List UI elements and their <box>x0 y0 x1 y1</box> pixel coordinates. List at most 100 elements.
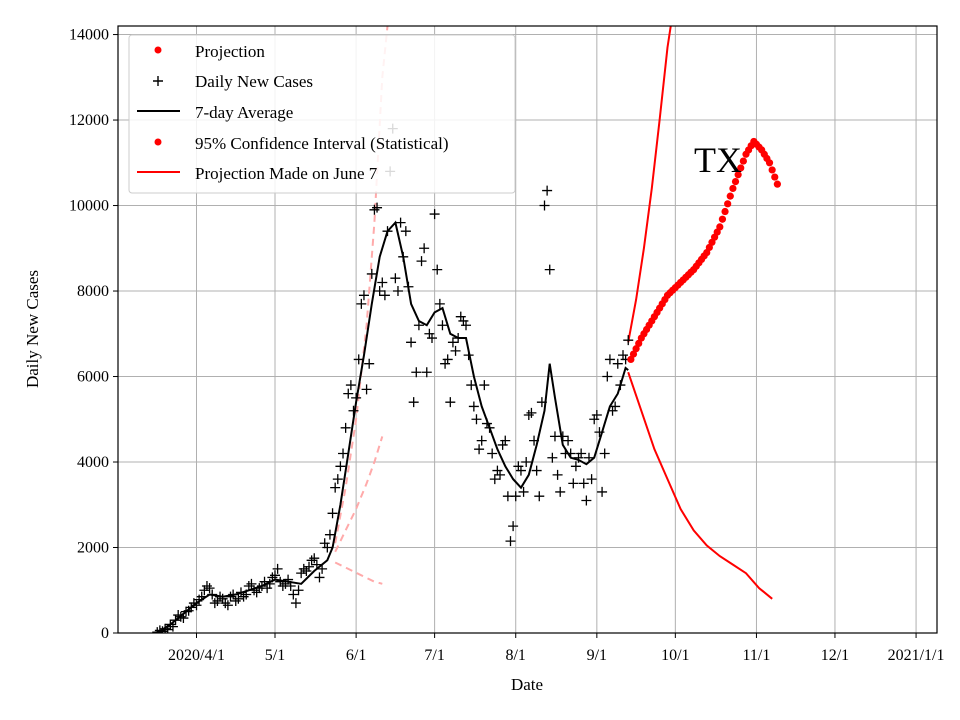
daily-case-point <box>301 566 312 577</box>
daily-case-point <box>403 281 414 292</box>
daily-case-point <box>181 606 192 617</box>
projection-point <box>726 192 734 200</box>
daily-case-point <box>466 380 477 391</box>
y-tick-label: 14000 <box>69 27 109 44</box>
daily-case-point <box>395 217 406 228</box>
daily-case-point <box>521 457 532 468</box>
legend-label-projection: Projection <box>195 42 265 61</box>
daily-case-point <box>434 298 445 309</box>
daily-case-point <box>225 591 236 602</box>
daily-case-point <box>390 273 401 284</box>
daily-case-point <box>508 521 519 532</box>
projection-point <box>734 171 742 179</box>
daily-case-point <box>539 200 550 211</box>
daily-case-point <box>400 226 411 237</box>
daily-case-point <box>589 414 600 425</box>
daily-case-point <box>372 202 383 213</box>
daily-case-point <box>317 563 328 574</box>
daily-case-point <box>505 536 516 547</box>
projection-point <box>739 157 747 165</box>
daily-case-point <box>222 600 233 611</box>
daily-case-point <box>421 367 432 378</box>
daily-case-point <box>280 578 291 589</box>
daily-case-point <box>267 572 278 583</box>
daily-case-point <box>513 461 524 472</box>
projection-point <box>771 173 779 181</box>
projection-point <box>773 180 781 188</box>
daily-case-point <box>217 593 228 604</box>
daily-case-point <box>382 226 393 237</box>
daily-case-point <box>275 576 286 587</box>
daily-case-point <box>408 397 419 408</box>
daily-case-point <box>489 474 500 485</box>
confidence-lower-line <box>627 371 773 600</box>
daily-case-point <box>429 209 440 220</box>
daily-case-point <box>570 461 581 472</box>
x-tick-label: 5/1 <box>265 647 285 664</box>
daily-case-point <box>555 486 566 497</box>
daily-case-point <box>154 625 165 633</box>
y-tick-label: 10000 <box>69 198 109 215</box>
x-tick-label: 2020/4/1 <box>168 647 225 664</box>
projection-point <box>737 164 745 172</box>
daily-case-point <box>324 529 335 540</box>
daily-case-point <box>398 251 409 262</box>
daily-case-point <box>463 350 474 361</box>
projection-point <box>718 215 727 223</box>
daily-case-point <box>497 439 508 450</box>
projection-point <box>632 345 640 353</box>
daily-case-point <box>440 358 451 369</box>
daily-case-point <box>529 435 540 446</box>
daily-case-point <box>474 444 485 455</box>
daily-case-point <box>455 311 466 322</box>
daily-case-point <box>424 328 435 339</box>
daily-case-point <box>348 405 359 416</box>
daily-case-point <box>379 290 390 301</box>
daily-case-point <box>597 486 608 497</box>
daily-case-point <box>594 427 605 438</box>
daily-case-point <box>366 268 377 279</box>
projection-point <box>635 339 643 347</box>
daily-case-point <box>173 610 184 621</box>
daily-case-point <box>536 397 547 408</box>
legend: Projection Daily New Cases 7-day Average… <box>128 34 516 194</box>
daily-case-point <box>450 345 461 356</box>
daily-case-point <box>230 595 241 606</box>
daily-case-point <box>526 407 537 418</box>
daily-case-point <box>411 367 422 378</box>
daily-case-point <box>264 578 275 589</box>
daily-case-point <box>523 409 534 420</box>
daily-case-point <box>343 388 354 399</box>
daily-case-point <box>461 320 472 331</box>
daily-case-point <box>492 465 503 476</box>
daily-case-point <box>246 578 257 589</box>
daily-case-point <box>272 563 283 574</box>
daily-case-point <box>288 589 299 600</box>
daily-case-point <box>327 508 338 519</box>
daily-case-point <box>432 264 443 275</box>
daily-case-point <box>581 495 592 506</box>
daily-case-point <box>157 626 168 633</box>
legend-label-confidence-interval: 95% Confidence Interval (Statistical) <box>195 134 449 153</box>
daily-case-point <box>565 448 576 459</box>
legend-marker-daily-cases <box>153 76 163 86</box>
daily-case-point <box>618 350 629 361</box>
daily-case-point <box>311 559 322 570</box>
y-tick-label: 6000 <box>77 369 109 386</box>
daily-case-point <box>233 593 244 604</box>
daily-case-point <box>283 574 294 585</box>
daily-case-point <box>351 392 362 403</box>
daily-case-point <box>338 448 349 459</box>
daily-case-point <box>330 482 341 493</box>
annotation-tx: TX <box>694 140 742 180</box>
projection-point <box>729 184 737 193</box>
daily-case-point <box>471 414 482 425</box>
daily-case-point <box>419 243 430 254</box>
june7-projection-center-line <box>334 436 384 553</box>
ticks: 0 2000 4000 6000 8000 10000 12000 14000 2020/4/1… <box>69 27 945 664</box>
daily-case-point <box>573 452 584 463</box>
projection-point <box>765 159 774 167</box>
daily-case-point <box>306 555 317 566</box>
daily-case-point <box>547 452 558 463</box>
projection-point <box>768 166 776 174</box>
